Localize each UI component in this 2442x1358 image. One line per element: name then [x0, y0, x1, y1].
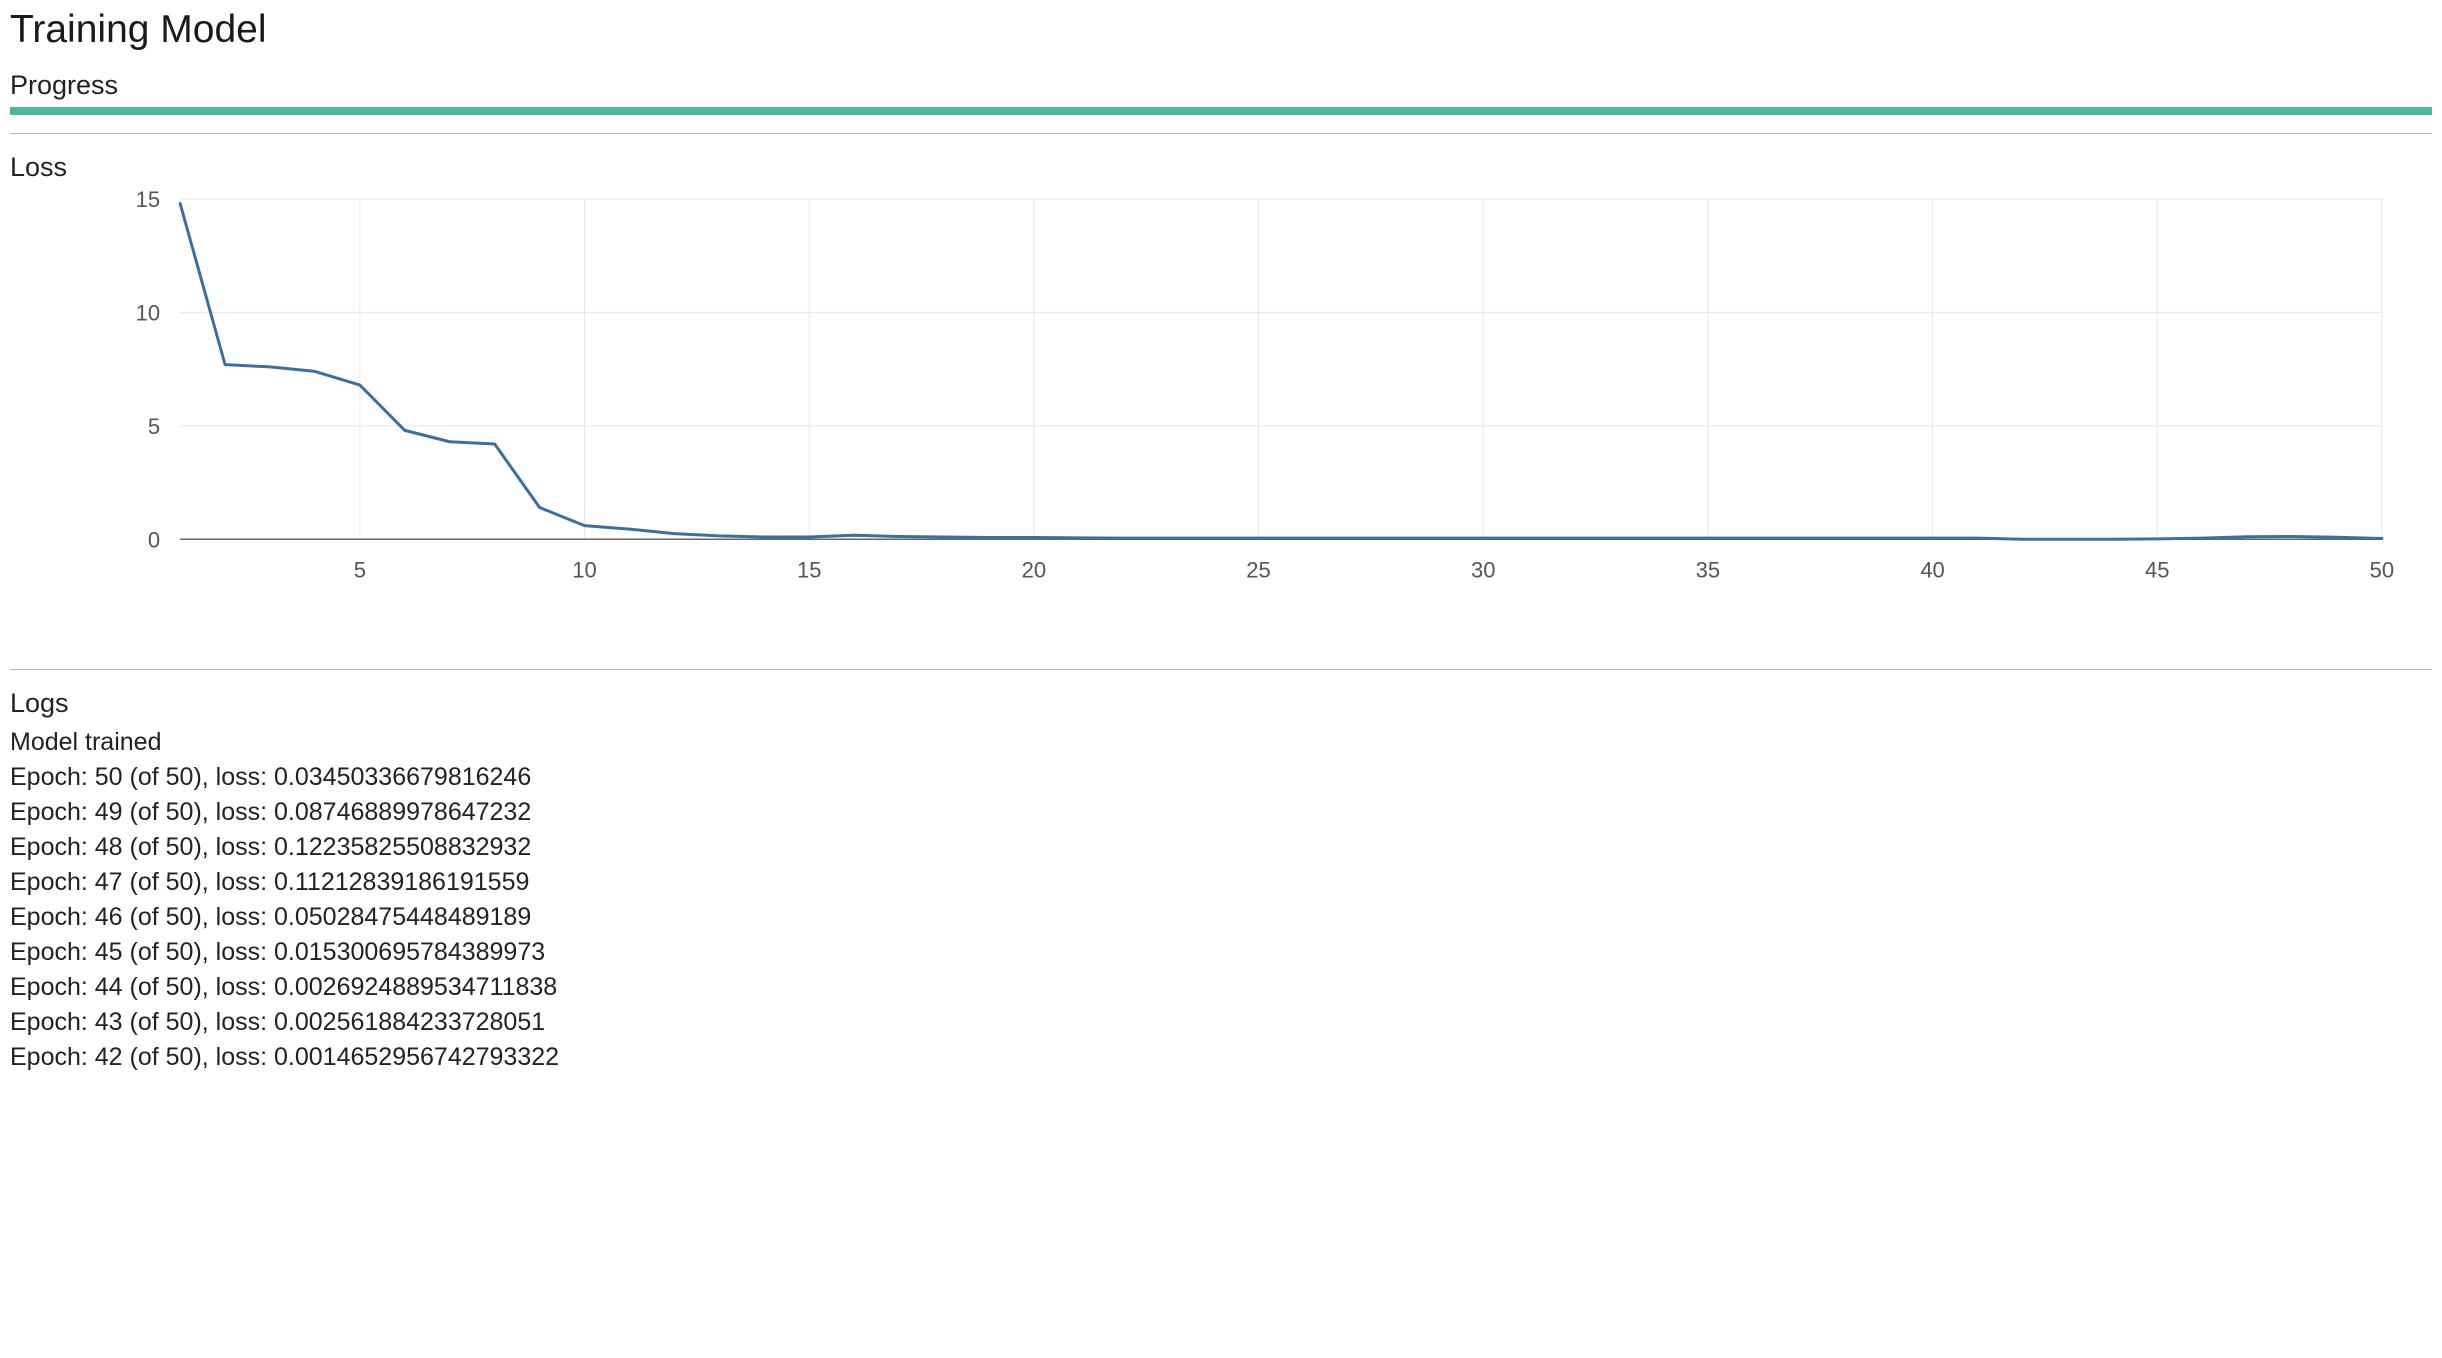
- page-title: Training Model: [10, 8, 2432, 52]
- progress-title: Progress: [10, 70, 2432, 101]
- log-line: Epoch: 47 (of 50), loss: 0.1121283918619…: [10, 865, 2432, 900]
- svg-text:25: 25: [1246, 557, 1270, 582]
- svg-text:10: 10: [572, 557, 596, 582]
- log-line: Epoch: 49 (of 50), loss: 0.0874688997864…: [10, 795, 2432, 830]
- divider: [10, 669, 2432, 670]
- log-line: Model trained: [10, 725, 2432, 760]
- svg-text:15: 15: [136, 189, 160, 212]
- logs-title: Logs: [10, 688, 2432, 719]
- log-line: Epoch: 48 (of 50), loss: 0.1223582550883…: [10, 830, 2432, 865]
- log-line: Epoch: 50 (of 50), loss: 0.0345033667981…: [10, 760, 2432, 795]
- svg-text:30: 30: [1471, 557, 1495, 582]
- svg-text:5: 5: [354, 557, 366, 582]
- log-line: Epoch: 45 (of 50), loss: 0.0153006957843…: [10, 935, 2432, 970]
- svg-text:15: 15: [797, 557, 821, 582]
- svg-text:5: 5: [148, 414, 160, 439]
- svg-text:50: 50: [2370, 557, 2394, 582]
- divider: [10, 133, 2432, 134]
- loss-chart: 0 5 10 15 5 10 15 20 25 30 35 40 45 50: [10, 189, 2432, 599]
- log-line: Epoch: 46 (of 50), loss: 0.0502847544848…: [10, 900, 2432, 935]
- svg-text:10: 10: [136, 300, 160, 325]
- loss-chart-container: 0 5 10 15 5 10 15 20 25 30 35 40 45 50: [10, 189, 2432, 599]
- log-line: Epoch: 44 (of 50), loss: 0.0026924889534…: [10, 970, 2432, 1005]
- log-line: Epoch: 43 (of 50), loss: 0.0025618842337…: [10, 1005, 2432, 1040]
- svg-text:40: 40: [1920, 557, 1944, 582]
- svg-text:45: 45: [2145, 557, 2169, 582]
- progress-bar: [10, 107, 2432, 115]
- logs-container: Model trainedEpoch: 50 (of 50), loss: 0.…: [10, 725, 2432, 1075]
- loss-title: Loss: [10, 152, 2432, 183]
- progress-bar-fill: [10, 107, 2432, 115]
- svg-text:0: 0: [148, 527, 160, 552]
- log-line: Epoch: 42 (of 50), loss: 0.0014652956742…: [10, 1040, 2432, 1075]
- svg-text:20: 20: [1022, 557, 1046, 582]
- svg-text:35: 35: [1696, 557, 1720, 582]
